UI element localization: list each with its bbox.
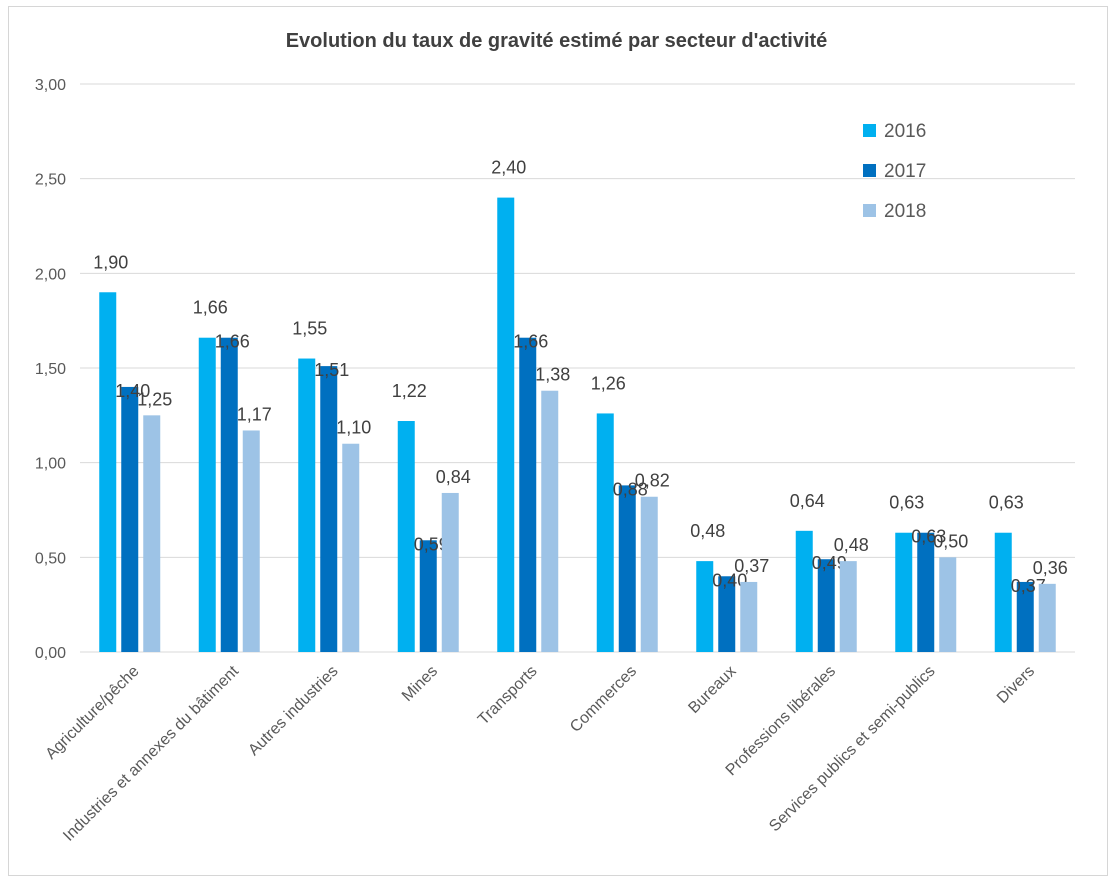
data-label: 0,64: [790, 491, 825, 511]
category-label: Professions libérales: [723, 663, 839, 779]
data-label: 1,66: [513, 332, 548, 352]
bar-2018: [740, 581, 758, 652]
data-label: 0,63: [989, 493, 1024, 513]
legend-label: 2017: [884, 161, 926, 182]
bar-2018: [1038, 583, 1056, 652]
chart-title: Evolution du taux de gravité estimé par …: [285, 30, 828, 52]
data-label: 1,66: [193, 298, 228, 318]
bar-2017: [718, 576, 736, 652]
data-label: 1,22: [392, 381, 427, 401]
data-label: 0,36: [1033, 558, 1068, 578]
data-label: 1,17: [237, 404, 272, 424]
category-label: Industries et annexes du bâtiment: [60, 662, 242, 844]
y-tick-label: 1,50: [35, 361, 66, 378]
category-label: Agriculture/pêche: [43, 663, 143, 763]
bar-2017: [320, 366, 338, 652]
bar-2017: [419, 540, 437, 652]
legend-label: 2018: [884, 201, 926, 222]
bar-2016: [99, 292, 117, 652]
data-label: 1,90: [93, 252, 128, 272]
bar-2016: [596, 413, 614, 652]
bar-2018: [342, 443, 360, 652]
category-label: Bureaux: [685, 663, 739, 717]
bar-2016: [696, 561, 714, 652]
y-tick-label: 1,00: [35, 456, 66, 473]
legend-swatch: [863, 124, 876, 137]
data-label: 1,10: [336, 418, 371, 438]
bar-2016: [895, 532, 913, 652]
category-label: Divers: [994, 663, 1038, 707]
bar-2018: [939, 557, 957, 652]
data-label: 0,49: [812, 553, 847, 573]
bar-2017: [1016, 581, 1034, 652]
bar-2018: [143, 415, 161, 652]
category-label: Transports: [475, 663, 541, 729]
y-tick-label: 2,00: [35, 266, 66, 283]
bar-2017: [519, 337, 537, 652]
bar-2016: [198, 337, 216, 652]
data-label: 0,59: [414, 534, 449, 554]
data-label: 0,63: [911, 527, 946, 547]
bar-2017: [917, 532, 935, 652]
bar-2016: [298, 358, 316, 652]
category-label: Commerces: [567, 663, 640, 736]
bar-2017: [220, 337, 238, 652]
data-label: 0,50: [933, 531, 968, 551]
bar-2018: [242, 430, 260, 652]
y-tick-label: 0,00: [35, 645, 66, 662]
data-label: 0,40: [712, 570, 747, 590]
data-label: 1,25: [137, 389, 172, 409]
y-tick-label: 2,50: [35, 172, 66, 189]
data-label: 1,40: [115, 381, 150, 401]
bar-2018: [541, 390, 559, 652]
bar-2017: [618, 485, 636, 652]
data-label: 1,26: [591, 373, 626, 393]
data-label: 0,82: [635, 471, 670, 491]
data-label: 2,40: [491, 158, 526, 178]
legend-swatch: [863, 164, 876, 177]
data-label: 0,48: [834, 535, 869, 555]
data-label: 1,38: [535, 365, 570, 385]
bar-2018: [441, 492, 459, 652]
data-label: 1,66: [215, 332, 250, 352]
bar-2016: [497, 197, 515, 652]
bar-2016: [397, 421, 415, 652]
data-label: 0,63: [889, 493, 924, 513]
data-label: 0,84: [436, 467, 471, 487]
data-label: 1,51: [314, 360, 349, 380]
data-label: 1,55: [292, 319, 327, 339]
y-tick-label: 0,50: [35, 550, 66, 567]
data-label: 0,37: [734, 556, 769, 576]
bar-2018: [839, 561, 857, 652]
bar-2016: [795, 530, 813, 652]
category-label: Mines: [399, 663, 441, 705]
legend-swatch: [863, 204, 876, 217]
legend-label: 2016: [884, 121, 926, 142]
y-tick-label: 3,00: [35, 77, 66, 94]
bar-2016: [994, 532, 1012, 652]
bar-2018: [640, 496, 658, 652]
data-label: 0,48: [690, 521, 725, 541]
bar-2017: [817, 559, 835, 652]
category-label: Autres industries: [245, 663, 341, 759]
data-label: 0,37: [1011, 576, 1046, 596]
data-label: 0,88: [613, 479, 648, 499]
bar-2017: [121, 386, 139, 652]
category-label: Services publics et semi-publics: [766, 663, 938, 835]
